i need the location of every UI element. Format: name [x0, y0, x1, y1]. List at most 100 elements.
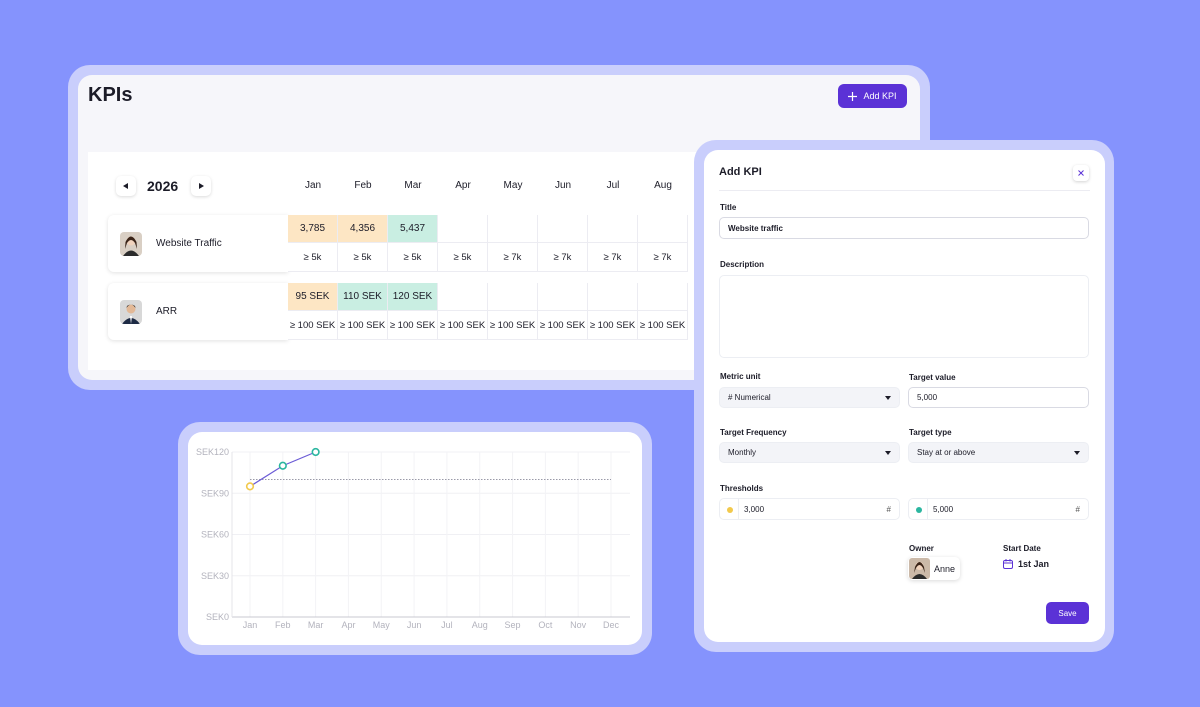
x-tick-label: Oct	[538, 620, 553, 630]
actual-cell: 95 SEK	[288, 283, 338, 311]
actual-cell	[538, 215, 588, 243]
target-cell: ≥ 5k	[288, 243, 338, 272]
data-point	[278, 461, 287, 470]
y-tick-label: SEK30	[201, 571, 229, 581]
y-tick-label: SEK0	[206, 612, 229, 622]
threshold-input[interactable]: 5,000 #	[908, 498, 1089, 520]
title-input[interactable]: Website traffic	[719, 217, 1089, 239]
x-tick-label: Sep	[505, 620, 521, 630]
target-cell: ≥ 100 SEK	[288, 311, 338, 340]
close-button[interactable]	[1073, 165, 1089, 181]
frequency-select[interactable]: Monthly	[719, 442, 900, 463]
y-tick-label: SEK90	[201, 488, 229, 498]
caret	[1074, 451, 1080, 455]
month-label: Jan	[304, 180, 322, 191]
actual-cell: 4,356	[338, 215, 388, 243]
avatar-image	[123, 236, 139, 256]
x-tick-label: Aug	[472, 620, 488, 630]
target-type-label: Target type	[909, 428, 952, 437]
owner-label: Owner	[909, 544, 934, 553]
thresholds-label: Thresholds	[720, 484, 764, 493]
add-kpi-button[interactable]: Add KPI	[838, 84, 907, 108]
save-button[interactable]: Save	[1046, 602, 1089, 624]
description-label: Description	[720, 260, 765, 269]
target-cell: ≥ 100 SEK	[538, 311, 588, 340]
x-tick-label: Jan	[243, 620, 258, 630]
x-tick-label: May	[373, 620, 391, 630]
threshold-unit: #	[886, 505, 891, 514]
separator	[738, 499, 739, 519]
next-year-button[interactable]	[191, 176, 211, 196]
chart-card	[188, 432, 642, 645]
separator	[927, 499, 928, 519]
threshold-unit: #	[1075, 505, 1080, 514]
month-label: Feb	[354, 180, 372, 191]
target-cell: ≥ 100 SEK	[588, 311, 638, 340]
target-cell: ≥ 7k	[488, 243, 538, 272]
data-point	[311, 447, 320, 457]
threshold-value: 5,000	[933, 505, 954, 514]
y-tick-label: SEK120	[196, 447, 229, 457]
x-tick-label: Dec	[603, 620, 620, 630]
frequency-value: Monthly	[728, 448, 757, 457]
prev-year-button[interactable]	[116, 176, 136, 196]
actual-cell: 120 SEK	[388, 283, 438, 311]
actual-cell: 3,785	[288, 215, 338, 243]
form-title: Add KPI	[719, 166, 762, 178]
month-label: Mar	[404, 180, 422, 191]
form-divider	[719, 190, 1090, 191]
month-label: Apr	[455, 180, 471, 191]
year-label: 2026	[147, 178, 179, 194]
actual-cell	[638, 215, 688, 243]
actual-cell: 5,437	[388, 215, 438, 243]
target-type-select[interactable]: Stay at or above	[908, 442, 1089, 463]
target-cell: ≥ 100 SEK	[338, 311, 388, 340]
target-value-input[interactable]: 5,000	[908, 387, 1089, 408]
target-cell: ≥ 100 SEK	[388, 311, 438, 340]
owner-chip[interactable]: Anne	[908, 557, 960, 580]
description-input[interactable]	[719, 275, 1089, 358]
avatar	[120, 232, 142, 256]
x-tick-label: Apr	[341, 620, 355, 630]
target-value: 5,000	[917, 393, 938, 402]
calendar-icon	[1003, 559, 1013, 569]
threshold-value: 3,000	[744, 505, 765, 514]
start-date: 1st Jan	[1018, 559, 1050, 569]
x-tick-label: Mar	[308, 620, 324, 630]
threshold-dot	[727, 507, 733, 513]
target-cell: ≥ 5k	[338, 243, 388, 272]
caret	[885, 396, 891, 400]
actual-cell: 110 SEK	[338, 283, 388, 311]
save-label: Save	[1058, 608, 1077, 618]
target-cell: ≥ 100 SEK	[638, 311, 688, 340]
start-date-label: Start Date	[1003, 544, 1041, 553]
target-value-label: Target value	[909, 373, 956, 382]
avatar	[120, 300, 142, 324]
caret	[885, 451, 891, 455]
actual-cell	[488, 283, 538, 311]
avatar-image	[122, 304, 140, 324]
x-tick-label: Jul	[441, 620, 453, 630]
kpi-name: ARR	[156, 306, 178, 317]
panel-title: KPIs	[88, 84, 133, 106]
metric-unit-value: # Numerical	[728, 393, 771, 402]
x-tick-label: Jun	[407, 620, 422, 630]
metric-unit-select[interactable]: # Numerical	[719, 387, 900, 408]
target-cell: ≥ 7k	[538, 243, 588, 272]
threshold-input[interactable]: 3,000 #	[719, 498, 900, 520]
actual-cell	[538, 283, 588, 311]
month-label: Aug	[654, 180, 672, 191]
kpi-grid: Jan Feb Mar Apr May Jun Jul Aug Website Traffic 3…	[78, 75, 920, 380]
actual-cell	[638, 283, 688, 311]
data-point	[245, 482, 255, 491]
month-label: Jun	[554, 180, 572, 191]
target-cell: ≥ 100 SEK	[438, 311, 488, 340]
actual-cell	[438, 283, 488, 311]
target-cell: ≥ 5k	[438, 243, 488, 272]
add-kpi-label: Add KPI	[863, 91, 897, 101]
x-tick-label: Nov	[570, 620, 587, 630]
next-icon	[199, 183, 204, 189]
actual-cell	[438, 215, 488, 243]
threshold-dot	[916, 507, 922, 513]
title-label: Title	[720, 203, 737, 212]
